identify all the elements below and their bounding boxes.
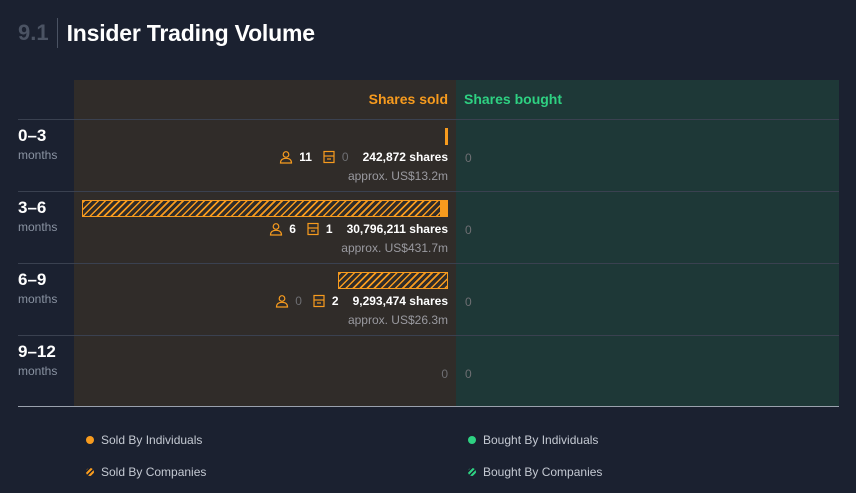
legend-label: Sold By Individuals xyxy=(101,433,203,447)
shares-bought-value: 0 xyxy=(465,367,472,381)
green-dot-icon xyxy=(468,436,476,444)
companies-stat: 2 xyxy=(312,294,339,308)
shares-sold-column xyxy=(74,80,456,406)
legend-bought-companies: Bought By Companies xyxy=(468,465,602,479)
period-label: 9–12 months xyxy=(18,342,57,380)
legend-bought-individuals: Bought By Individuals xyxy=(468,433,598,447)
companies-stat: 1 xyxy=(306,222,333,236)
section-number: 9.1 xyxy=(18,18,58,48)
sold-bar[interactable] xyxy=(82,200,448,217)
page-title: Insider Trading Volume xyxy=(66,19,315,46)
legend-label: Bought By Individuals xyxy=(483,433,599,447)
person-icon xyxy=(270,223,283,236)
sold-by-individuals-bar xyxy=(440,200,448,217)
person-icon xyxy=(280,151,293,164)
period-unit: months xyxy=(18,364,58,378)
legend-label: Bought By Companies xyxy=(483,465,603,479)
legend-sold-individuals: Sold By Individuals xyxy=(86,433,202,447)
legend-label: Sold By Companies xyxy=(101,465,207,479)
sold-bar[interactable] xyxy=(445,128,448,145)
approx-value: approx. US$431.7m xyxy=(341,241,448,255)
sold-by-companies-bar xyxy=(337,272,448,289)
orange-dot-icon xyxy=(86,436,94,444)
period-row-3-6: 3–6 months 6 1 30,796,211 shares approx.… xyxy=(18,191,839,263)
period-unit: months xyxy=(18,220,58,234)
sold-stats: 0 2 9,293,474 shares xyxy=(265,294,448,308)
section-header: 9.1 Insider Trading Volume xyxy=(18,18,315,48)
building-icon xyxy=(323,150,335,164)
green-hatched-dot-icon xyxy=(468,468,476,476)
period-row-9-12: 9–12 months 0 0 xyxy=(18,335,839,407)
shares-bought-column xyxy=(456,80,839,406)
person-icon xyxy=(276,295,289,308)
sold-by-companies-bar xyxy=(82,200,441,217)
shares-sold-header: Shares sold xyxy=(368,91,448,107)
individuals-count: 0 xyxy=(295,294,302,308)
shares-sold-value: 242,872 shares xyxy=(362,150,448,164)
shares-bought-header: Shares bought xyxy=(464,91,563,107)
sold-stats: 6 1 30,796,211 shares xyxy=(259,222,448,236)
period-label: 6–9 months xyxy=(18,270,57,308)
individuals-count: 11 xyxy=(299,150,312,164)
period-row-0-3: 0–3 months 11 0 242,872 shares approx. U… xyxy=(18,119,839,191)
shares-sold-value: 9,293,474 shares xyxy=(352,294,448,308)
companies-count: 1 xyxy=(325,222,333,236)
legend-sold-companies: Sold By Companies xyxy=(86,465,206,479)
orange-hatched-dot-icon xyxy=(86,468,94,476)
period-label: 0–3 months xyxy=(18,126,57,164)
table-bottom-divider xyxy=(18,406,839,407)
shares-sold-value: 30,796,211 shares xyxy=(346,222,448,236)
companies-count: 0 xyxy=(341,150,349,164)
period-range: 3–6 xyxy=(18,198,47,217)
individuals-stat: 11 xyxy=(279,150,312,164)
sold-stats: 11 0 242,872 shares xyxy=(269,150,448,164)
individuals-stat: 6 xyxy=(269,222,296,236)
shares-bought-value: 0 xyxy=(465,295,472,309)
shares-bought-value: 0 xyxy=(465,223,472,237)
companies-count: 2 xyxy=(331,294,339,308)
approx-value: approx. US$13.2m xyxy=(347,169,448,183)
period-unit: months xyxy=(18,148,58,162)
period-range: 9–12 xyxy=(18,342,56,361)
individuals-count: 6 xyxy=(289,222,296,236)
period-label: 3–6 months xyxy=(18,198,57,236)
building-icon xyxy=(307,222,319,236)
shares-bought-value: 0 xyxy=(465,151,472,165)
period-range: 0–3 xyxy=(18,126,47,145)
shares-sold-value: 0 xyxy=(441,367,448,381)
companies-stat: 0 xyxy=(322,150,349,164)
period-row-6-9: 6–9 months 0 2 9,293,474 shares approx. … xyxy=(18,263,839,335)
individuals-stat: 0 xyxy=(275,294,302,308)
period-unit: months xyxy=(18,292,58,306)
building-icon xyxy=(313,294,325,308)
sold-by-individuals-bar xyxy=(445,128,448,145)
approx-value: approx. US$26.3m xyxy=(347,313,448,327)
period-range: 6–9 xyxy=(18,270,47,289)
sold-bar[interactable] xyxy=(337,272,448,289)
